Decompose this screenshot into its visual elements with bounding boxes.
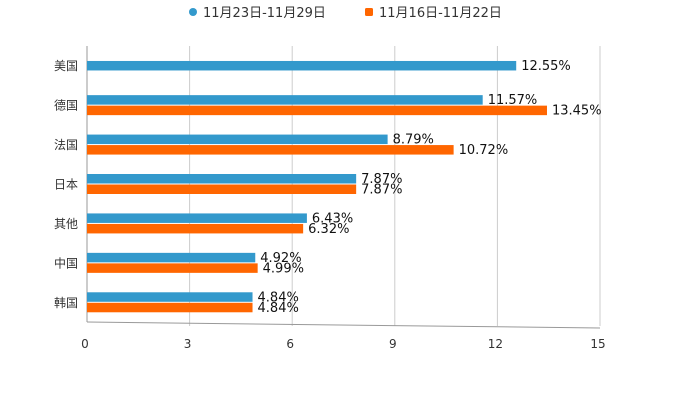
y-category-label: 中国	[54, 255, 78, 270]
x-tick-label: 6	[286, 337, 294, 351]
x-tick-label: 9	[389, 337, 397, 351]
data-label: 6.32%	[308, 222, 349, 237]
legend-marker-circle	[189, 8, 197, 16]
legend-item-2[interactable]: 11月16日-11月22日	[365, 6, 502, 21]
y-category-label: 法国	[54, 138, 78, 152]
x-tick-label: 3	[184, 337, 192, 351]
x-axis-line	[86, 321, 601, 329]
bar-series1	[87, 60, 517, 71]
data-label: 7.87%	[361, 183, 402, 198]
legend-label: 11月23日-11月29日	[203, 6, 326, 21]
data-label: 4.84%	[258, 301, 299, 316]
bar-series2	[87, 223, 304, 234]
bar-series1	[87, 95, 483, 105]
y-category-label: 韩国	[54, 295, 78, 310]
y-category-label: 德国	[54, 98, 78, 113]
bar-series1	[87, 292, 253, 302]
bar-series1	[87, 174, 357, 184]
legend[interactable]: 11月23日-11月29日 11月16日-11月22日	[189, 6, 502, 21]
y-category-label: 其他	[54, 217, 78, 231]
bar-series1	[87, 213, 307, 223]
grid-layer	[189, 46, 601, 326]
y-category-label: 日本	[54, 178, 78, 192]
bar-series2	[87, 105, 547, 116]
bar-series1	[87, 134, 388, 145]
legend-item-1[interactable]: 11月23日-11月29日	[189, 6, 326, 21]
legend-marker-square	[365, 8, 373, 16]
y-category-label: 美国	[54, 59, 78, 73]
bar-series1	[87, 252, 256, 263]
data-label: 10.72%	[459, 143, 509, 158]
bar-series2	[87, 302, 253, 313]
data-label: 4.92%	[260, 251, 301, 266]
data-label: 6.43%	[312, 211, 353, 226]
bar-series2	[87, 184, 357, 194]
data-label: 12.55%	[521, 59, 571, 74]
data-label: 7.87%	[361, 172, 402, 187]
bar-layer	[87, 60, 547, 313]
data-label: 4.99%	[263, 261, 304, 276]
data-label: 8.79%	[393, 133, 434, 148]
bar-series2	[87, 145, 454, 155]
data-label: 11.57%	[488, 93, 538, 108]
data-label: 13.45%	[552, 104, 602, 119]
x-tick-label: 15	[590, 337, 605, 351]
data-label: 4.84%	[258, 290, 299, 305]
legend-label: 11月16日-11月22日	[379, 6, 502, 21]
x-tick-label: 0	[81, 337, 89, 351]
bar-series2	[87, 263, 258, 273]
x-tick-label: 12	[488, 337, 503, 351]
label-layer: 12.55% 11.57% 13.45% 8.79% 10.72% 7.87%7.87% 6…	[258, 59, 602, 316]
